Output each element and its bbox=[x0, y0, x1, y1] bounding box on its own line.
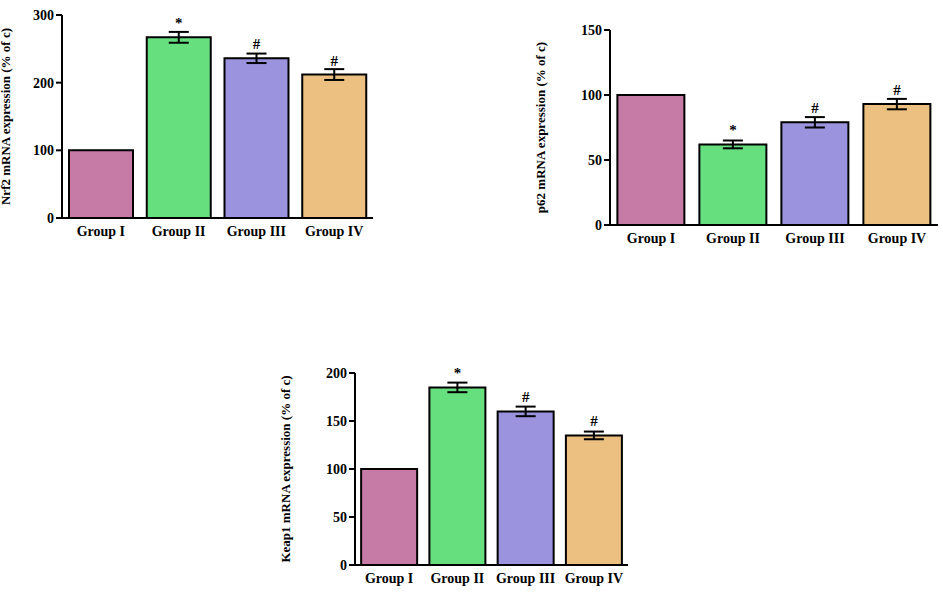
svg-text:#: # bbox=[522, 389, 530, 405]
svg-text:300: 300 bbox=[33, 8, 54, 23]
svg-text:Group III: Group III bbox=[227, 224, 286, 239]
svg-text:50: 50 bbox=[333, 510, 347, 525]
svg-text:150: 150 bbox=[581, 23, 602, 38]
svg-text:Keap1 mRNA expression (% of c): Keap1 mRNA expression (% of c) bbox=[280, 375, 293, 562]
svg-text:Group IV: Group IV bbox=[565, 571, 623, 586]
svg-text:Group II: Group II bbox=[152, 224, 206, 239]
svg-text:#: # bbox=[811, 100, 819, 116]
svg-text:#: # bbox=[253, 36, 261, 52]
svg-text:p62 mRNA expression (% of c): p62 mRNA expression (% of c) bbox=[535, 42, 548, 213]
svg-text:Group III: Group III bbox=[785, 231, 844, 246]
svg-text:Group III: Group III bbox=[496, 571, 555, 586]
svg-text:100: 100 bbox=[581, 88, 602, 103]
svg-text:100: 100 bbox=[326, 462, 347, 477]
svg-text:100: 100 bbox=[33, 143, 54, 158]
svg-text:0: 0 bbox=[340, 558, 347, 573]
svg-text:Group IV: Group IV bbox=[305, 224, 363, 239]
svg-text:#: # bbox=[893, 82, 901, 98]
svg-text:#: # bbox=[590, 413, 598, 429]
svg-text:200: 200 bbox=[33, 76, 54, 91]
svg-text:0: 0 bbox=[47, 211, 54, 226]
svg-text:*: * bbox=[454, 365, 462, 381]
svg-text:Group IV: Group IV bbox=[868, 231, 926, 246]
svg-text:50: 50 bbox=[588, 153, 602, 168]
svg-text:Nrf2 mRNA expression (% of c): Nrf2 mRNA expression (% of c) bbox=[8, 28, 13, 205]
svg-text:Group II: Group II bbox=[706, 231, 760, 246]
svg-text:Group I: Group I bbox=[365, 571, 413, 586]
svg-text:200: 200 bbox=[326, 366, 347, 381]
svg-text:#: # bbox=[330, 53, 338, 69]
svg-text:0: 0 bbox=[595, 218, 602, 233]
svg-text:*: * bbox=[175, 15, 183, 31]
svg-text:150: 150 bbox=[326, 414, 347, 429]
svg-text:*: * bbox=[729, 122, 737, 138]
svg-text:Group I: Group I bbox=[77, 224, 125, 239]
svg-text:Group II: Group II bbox=[430, 571, 484, 586]
svg-text:Group I: Group I bbox=[627, 231, 675, 246]
